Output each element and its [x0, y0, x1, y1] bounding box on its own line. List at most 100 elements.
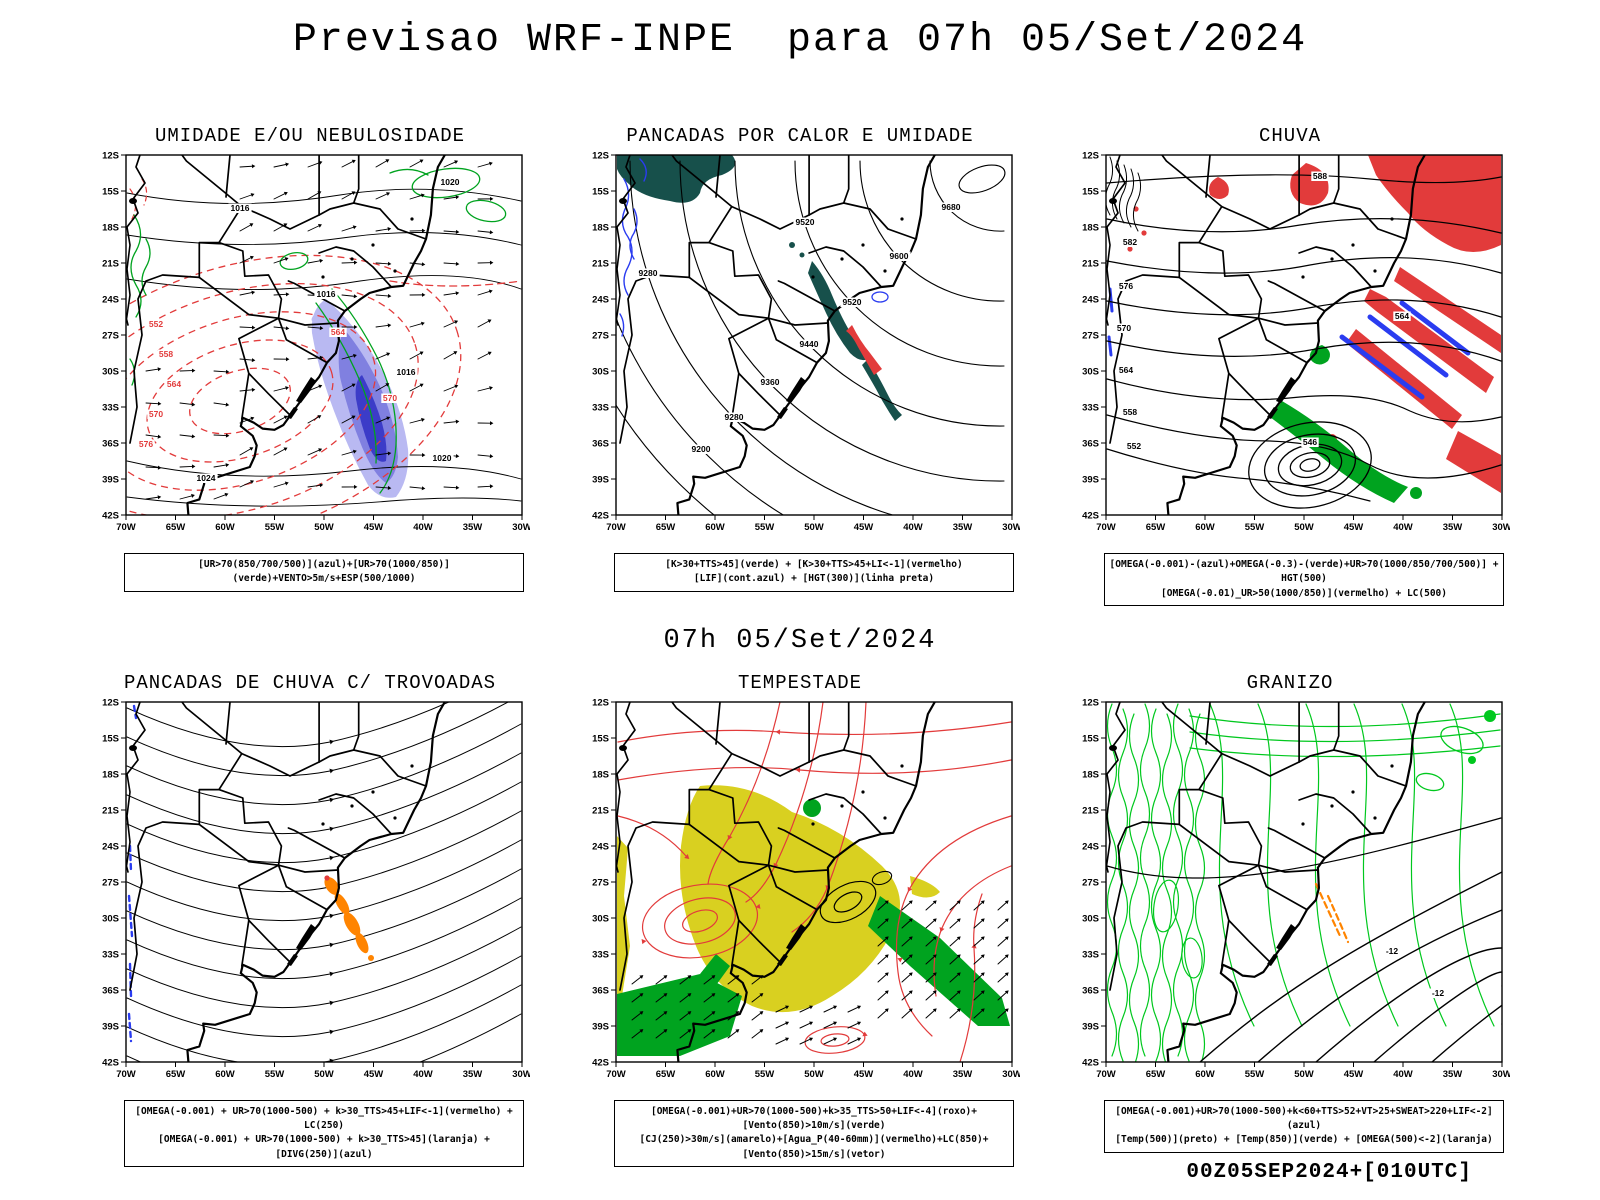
- svg-text:70W: 70W: [1096, 522, 1116, 533]
- svg-text:35W: 35W: [463, 1069, 483, 1080]
- svg-text:60W: 60W: [215, 1069, 235, 1080]
- caption-box: [OMEGA(-0.001) + UR>70(1000-500) + k>30_…: [124, 1099, 524, 1167]
- caption-line: [OMEGA(-0.001) + UR>70(1000-500) + k>30_…: [158, 1134, 490, 1160]
- svg-text:18S: 18S: [1082, 223, 1099, 234]
- svg-text:55W: 55W: [265, 1069, 285, 1080]
- svg-text:18S: 18S: [592, 223, 609, 234]
- svg-text:42S: 42S: [1082, 1057, 1099, 1068]
- svg-text:558: 558: [1123, 407, 1137, 417]
- panel-pancadas-calor: PANCADAS POR CALOR E UMIDADE 12S 15S 18S 21…: [580, 125, 1020, 606]
- svg-text:70W: 70W: [116, 1069, 136, 1080]
- svg-text:552: 552: [1127, 441, 1141, 451]
- svg-text:15S: 15S: [102, 733, 119, 744]
- svg-text:65W: 65W: [656, 1069, 676, 1080]
- svg-text:40W: 40W: [1393, 1069, 1413, 1080]
- svg-text:70W: 70W: [606, 522, 626, 533]
- svg-text:60W: 60W: [705, 522, 725, 533]
- caption-box: [OMEGA(-0.001)+UR>70(1000-500)+k>35_TTS>…: [614, 1099, 1014, 1167]
- panel-chuva: CHUVA 12S 15S 18S 21S 24S 27S 30S 33S 36S 39S 42S 7…: [1070, 125, 1510, 606]
- svg-text:60W: 60W: [215, 522, 235, 533]
- svg-text:65W: 65W: [1146, 522, 1166, 533]
- svg-text:35W: 35W: [1443, 522, 1463, 533]
- svg-text:15S: 15S: [592, 187, 609, 198]
- row-bottom: PANCADAS DE CHUVA C/ TROVOADAS 12S 15S 18S…: [0, 672, 1600, 1167]
- svg-text:65W: 65W: [656, 522, 676, 533]
- svg-text:27S: 27S: [592, 331, 609, 342]
- svg-text:33S: 33S: [592, 949, 609, 960]
- svg-text:1020: 1020: [433, 453, 452, 463]
- caption-line: [LIF](cont.azul) + [HGT(300)](linha pret…: [693, 573, 935, 585]
- caption-line: [OMEGA(-0.001) + UR>70(1000-500) + k>30_…: [135, 1105, 513, 1131]
- svg-text:24S: 24S: [592, 295, 609, 306]
- svg-text:39S: 39S: [1082, 1021, 1099, 1032]
- svg-text:576: 576: [139, 439, 153, 449]
- panel-title: UMIDADE E/OU NEBULOSIDADE: [154, 125, 466, 147]
- svg-text:55W: 55W: [755, 1069, 775, 1080]
- row-top: UMIDADE E/OU NEBULOSIDADE 12S 15S 18S 21S 24…: [0, 125, 1600, 606]
- svg-text:570: 570: [1117, 323, 1131, 333]
- svg-text:9440: 9440: [800, 339, 819, 349]
- svg-text:21S: 21S: [102, 805, 119, 816]
- svg-text:36S: 36S: [592, 985, 609, 996]
- svg-text:15S: 15S: [592, 733, 609, 744]
- map-content: -12 -12: [1106, 701, 1502, 1062]
- caption-line: [OMEGA(-0.01)_UR>50(1000/850)](vermelho)…: [1161, 587, 1447, 599]
- svg-text:564: 564: [1395, 311, 1409, 321]
- svg-text:33S: 33S: [102, 949, 119, 960]
- panel-title: CHUVA: [1258, 125, 1321, 147]
- svg-text:21S: 21S: [592, 259, 609, 270]
- svg-text:33S: 33S: [102, 403, 119, 414]
- svg-text:21S: 21S: [592, 805, 609, 816]
- svg-text:12S: 12S: [592, 697, 609, 708]
- svg-text:39S: 39S: [102, 475, 119, 486]
- svg-text:55W: 55W: [1245, 522, 1265, 533]
- svg-text:45W: 45W: [1344, 522, 1364, 533]
- svg-text:582: 582: [1123, 237, 1137, 247]
- svg-text:40W: 40W: [903, 522, 923, 533]
- svg-text:45W: 45W: [364, 522, 384, 533]
- svg-text:40W: 40W: [1393, 522, 1413, 533]
- svg-text:36S: 36S: [1082, 439, 1099, 450]
- svg-text:1016: 1016: [397, 367, 416, 377]
- svg-text:39S: 39S: [592, 1021, 609, 1032]
- svg-text:50W: 50W: [314, 522, 334, 533]
- svg-text:24S: 24S: [1082, 295, 1099, 306]
- svg-text:42S: 42S: [102, 511, 119, 522]
- svg-text:1016: 1016: [317, 289, 336, 299]
- svg-text:588: 588: [1313, 171, 1327, 181]
- svg-text:12S: 12S: [102, 697, 119, 708]
- svg-text:36S: 36S: [1082, 985, 1099, 996]
- svg-text:33S: 33S: [592, 403, 609, 414]
- svg-text:9600: 9600: [890, 251, 909, 261]
- svg-text:9360: 9360: [761, 377, 780, 387]
- svg-text:30W: 30W: [1492, 522, 1510, 533]
- caption-box: [OMEGA(-0.001)-(azul)+OMEGA(-0.3)-(verde…: [1104, 553, 1504, 606]
- svg-text:36S: 36S: [592, 439, 609, 450]
- map-content: 1016 1020 1016 1016 1024 1020 552 558 564 570 576 5…: [126, 155, 522, 515]
- svg-text:30S: 30S: [592, 913, 609, 924]
- svg-text:576: 576: [1119, 281, 1133, 291]
- svg-text:24S: 24S: [592, 841, 609, 852]
- panel-umidade: UMIDADE E/OU NEBULOSIDADE 12S 15S 18S 21S 24…: [90, 125, 530, 606]
- svg-text:15S: 15S: [102, 187, 119, 198]
- svg-text:24S: 24S: [102, 295, 119, 306]
- svg-text:50W: 50W: [804, 1069, 824, 1080]
- svg-text:9520: 9520: [796, 217, 815, 227]
- svg-text:70W: 70W: [116, 522, 136, 533]
- svg-text:35W: 35W: [1443, 1069, 1463, 1080]
- svg-text:50W: 50W: [804, 522, 824, 533]
- svg-text:12S: 12S: [1082, 697, 1099, 708]
- svg-text:55W: 55W: [265, 522, 285, 533]
- svg-text:45W: 45W: [854, 1069, 874, 1080]
- svg-text:40W: 40W: [413, 522, 433, 533]
